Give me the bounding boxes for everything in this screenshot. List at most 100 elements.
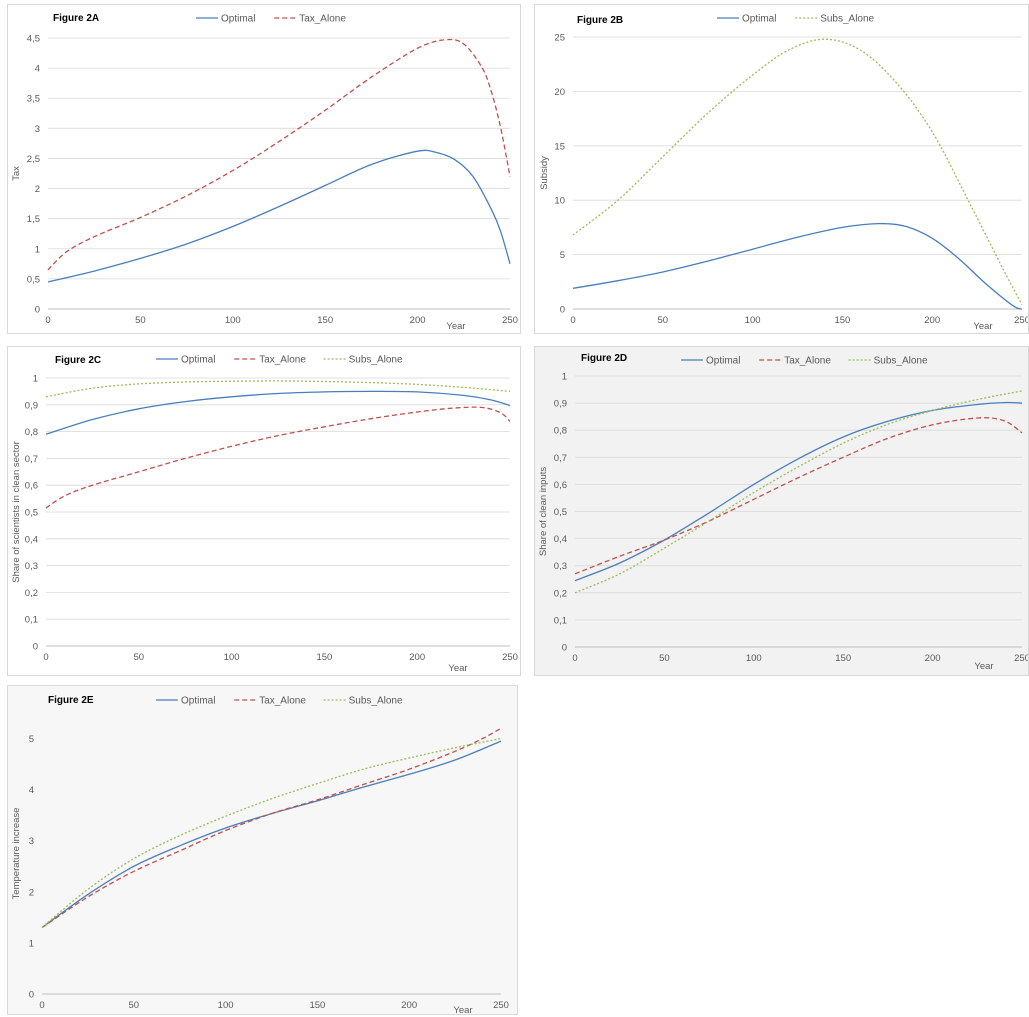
y-tick-label: 5 [560,250,565,261]
y-axis-title: Subsidy [539,156,550,190]
legend-label: Subs_Alone [349,355,403,366]
x-tick-label: 200 [401,1000,417,1011]
y-tick-label: 4 [29,785,34,796]
y-axis-title: Tax [11,166,22,181]
x-tick-label: 100 [218,1000,234,1011]
y-tick-label: 0,8 [554,426,567,437]
x-tick-label: 250 [502,652,518,663]
x-tick-label: 50 [659,653,670,664]
y-tick-label: 4,5 [27,34,40,45]
y-tick-label: 0,5 [554,507,567,518]
y-tick-label: 20 [554,87,565,98]
series-line-optimal [47,149,511,283]
y-tick-label: 0,1 [554,615,567,626]
chart-title: Figure 2B [577,15,623,26]
x-tick-label: 100 [745,315,761,326]
figure-2e-panel: 0 1 2 3 4 5 0 50 100 150 200 250 Year Temperature inc… [7,685,518,1015]
y-tick-label: 0,3 [25,561,38,572]
y-tick-label: 3,5 [27,94,40,105]
y-tick-label: 3 [35,124,40,135]
x-tick-label: 150 [834,315,850,326]
y-tick-label: 0,1 [25,615,38,626]
legend-label: Optimal [221,14,255,25]
x-tick-label: 150 [316,652,332,663]
y-tick-label: 0,7 [554,453,567,464]
y-axis-title: Share of clean inputs [538,467,549,557]
series-line-tax-alone [47,38,511,271]
figure-2a-panel: 0 0,5 1 1,5 2 2,5 3 3,5 4 4,5 0 50 100 150 200 250 Year T… [7,4,521,334]
legend-label: Subs_Alone [820,14,874,25]
y-axis-title: Share of scientists in clean sector [11,441,22,583]
x-tick-label: 200 [410,315,426,326]
y-tick-label: 2,5 [27,154,40,165]
y-tick-label: 0,9 [25,400,38,411]
legend-label: Tax_Alone [259,696,306,707]
y-tick-label: 1 [33,374,38,385]
x-tick-label: 50 [134,652,145,663]
series-line-subs-alone [45,380,511,398]
legend-label: Tax_Alone [299,14,346,25]
figure-2c-panel: 0 0,1 0,2 0,3 0,4 0,5 0,6 0,7 0,8 0,9 1 0 50 100 150 20… [7,346,521,676]
y-tick-label: 2 [29,887,34,898]
x-axis-title: Year [974,661,993,672]
x-tick-label: 50 [658,315,669,326]
x-tick-label: 50 [135,315,146,326]
y-tick-label: 0,5 [25,508,38,519]
y-tick-label: 0 [35,305,40,316]
figure-2b-panel: 0 5 10 15 20 25 0 50 100 150 200 250 Year Subsidy Figu… [534,4,1029,334]
y-tick-label: 3 [29,836,34,847]
x-tick-label: 200 [924,315,940,326]
x-tick-label: 250 [1014,315,1028,326]
series-line-subs-alone [41,737,502,929]
y-tick-label: 1,5 [27,214,40,225]
legend-label: Optimal [181,696,215,707]
legend-label: Optimal [742,14,776,25]
series-line-tax-alone [45,406,511,509]
x-tick-label: 50 [129,1000,140,1011]
x-tick-label: 250 [493,1000,509,1011]
y-tick-label: 5 [29,734,34,745]
y-tick-label: 0,4 [554,534,567,545]
y-tick-label: 1 [562,372,567,383]
chart-title: Figure 2C [55,355,101,366]
x-axis-title: Year [973,321,992,332]
x-tick-label: 0 [43,652,48,663]
y-tick-label: 25 [554,33,565,44]
y-tick-label: 0,3 [554,561,567,572]
y-tick-label: 0,2 [554,588,567,599]
chart-title: Figure 2A [53,13,99,24]
x-axis-title: Year [453,1005,472,1014]
legend-label: Subs_Alone [349,696,403,707]
y-tick-label: 0,8 [25,427,38,438]
legend-label: Optimal [181,355,215,366]
figure-2d-panel: 0 0,1 0,2 0,3 0,4 0,5 0,6 0,7 0,8 0,9 1 0 50 100 150 20… [534,346,1029,676]
x-tick-label: 0 [570,315,575,326]
chart-title: Figure 2E [48,695,94,706]
y-tick-label: 0,6 [554,480,567,491]
series-line-subs-alone [574,390,1023,594]
y-tick-label: 0,9 [554,399,567,410]
y-tick-label: 10 [554,196,565,207]
y-tick-label: 0,2 [25,588,38,599]
y-tick-label: 4 [35,64,40,75]
y-tick-label: 1 [35,244,40,255]
x-axis-title: Year [448,663,467,674]
series-line-tax-alone [574,417,1023,575]
x-tick-label: 200 [925,653,941,664]
y-tick-label: 0 [29,990,34,1001]
y-tick-label: 0,4 [25,534,38,545]
chart-title: Figure 2D [581,353,627,364]
y-axis-title: Temperature increase [11,808,22,900]
legend-label: Tax_Alone [259,355,306,366]
y-tick-label: 0 [562,643,567,654]
y-tick-label: 0,5 [27,274,40,285]
y-tick-label: 15 [554,141,565,152]
series-line-optimal [574,401,1023,582]
x-tick-label: 0 [45,315,50,326]
y-tick-label: 1 [29,938,34,949]
series-line-optimal [41,740,502,929]
legend-label: Subs_Alone [874,356,928,367]
series-line-optimal [45,390,511,435]
